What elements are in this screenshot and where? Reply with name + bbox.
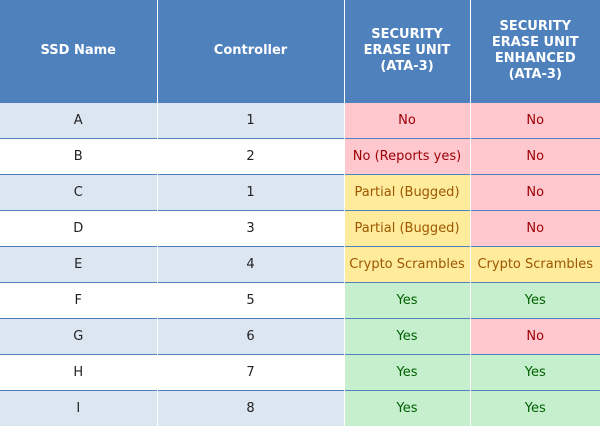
cell-controller: 1 — [157, 102, 345, 139]
cell-ssd-name: H — [0, 354, 158, 391]
cell-ssd-name: B — [0, 138, 158, 175]
cell-security-erase-unit: Crypto Scrambles — [344, 246, 471, 283]
cell-security-erase-unit: No — [344, 102, 471, 139]
cell-ssd-name: D — [0, 210, 158, 247]
cell-security-erase-unit: Partial (Bugged) — [344, 210, 471, 247]
cell-controller: 2 — [157, 138, 345, 175]
header-seu-line: SECURITY — [371, 27, 443, 42]
cell-security-erase-unit: Yes — [344, 282, 471, 319]
header-security-erase-unit-enhanced: SECURITY ERASE UNIT ENHANCED (ATA-3) — [470, 0, 600, 103]
cell-security-erase-unit: Yes — [344, 318, 471, 355]
cell-security-erase-unit: Partial (Bugged) — [344, 174, 471, 211]
header-ssd-name: SSD Name — [0, 0, 158, 103]
header-row: SSD Name Controller SECURITY ERASE UNIT … — [0, 0, 600, 103]
cell-ssd-name: G — [0, 318, 158, 355]
header-seue-line: ERASE UNIT — [491, 35, 579, 50]
cell-security-erase-unit-enhanced: Yes — [470, 390, 600, 426]
cell-security-erase-unit-enhanced: No — [470, 174, 600, 211]
table-row: F 5 Yes Yes — [0, 282, 600, 319]
header-seu-line: ERASE UNIT — [363, 43, 451, 58]
cell-security-erase-unit-enhanced: Crypto Scrambles — [470, 246, 600, 283]
header-seue-line: ENHANCED — [494, 51, 576, 66]
cell-ssd-name: C — [0, 174, 158, 211]
cell-ssd-name: F — [0, 282, 158, 319]
header-security-erase-unit: SECURITY ERASE UNIT (ATA-3) — [344, 0, 471, 103]
cell-security-erase-unit-enhanced: No — [470, 102, 600, 139]
table-body: A 1 No No B 2 No (Reports yes) No C 1 Partial (Bug… — [0, 102, 600, 426]
header-seu-line: (ATA-3) — [380, 59, 434, 74]
table-row: D 3 Partial (Bugged) No — [0, 210, 600, 247]
table-row: G 6 Yes No — [0, 318, 600, 355]
table-row: B 2 No (Reports yes) No — [0, 138, 600, 175]
table-row: C 1 Partial (Bugged) No — [0, 174, 600, 211]
cell-controller: 4 — [157, 246, 345, 283]
cell-ssd-name: I — [0, 390, 158, 426]
header-seue-line: SECURITY — [499, 19, 571, 34]
cell-security-erase-unit-enhanced: Yes — [470, 354, 600, 391]
cell-controller: 5 — [157, 282, 345, 319]
cell-security-erase-unit-enhanced: Yes — [470, 282, 600, 319]
cell-controller: 1 — [157, 174, 345, 211]
cell-security-erase-unit-enhanced: No — [470, 318, 600, 355]
cell-ssd-name: A — [0, 102, 158, 139]
table-row: I 8 Yes Yes — [0, 390, 600, 426]
cell-ssd-name: E — [0, 246, 158, 283]
cell-security-erase-unit-enhanced: No — [470, 138, 600, 175]
cell-controller: 8 — [157, 390, 345, 426]
cell-controller: 6 — [157, 318, 345, 355]
table-row: H 7 Yes Yes — [0, 354, 600, 391]
header-controller: Controller — [157, 0, 345, 103]
table-row: A 1 No No — [0, 102, 600, 139]
cell-controller: 7 — [157, 354, 345, 391]
cell-security-erase-unit-enhanced: No — [470, 210, 600, 247]
table-row: E 4 Crypto Scrambles Crypto Scrambles — [0, 246, 600, 283]
cell-security-erase-unit: Yes — [344, 354, 471, 391]
cell-security-erase-unit: Yes — [344, 390, 471, 426]
cell-security-erase-unit: No (Reports yes) — [344, 138, 471, 175]
header-seue-line: (ATA-3) — [508, 67, 562, 82]
cell-controller: 3 — [157, 210, 345, 247]
